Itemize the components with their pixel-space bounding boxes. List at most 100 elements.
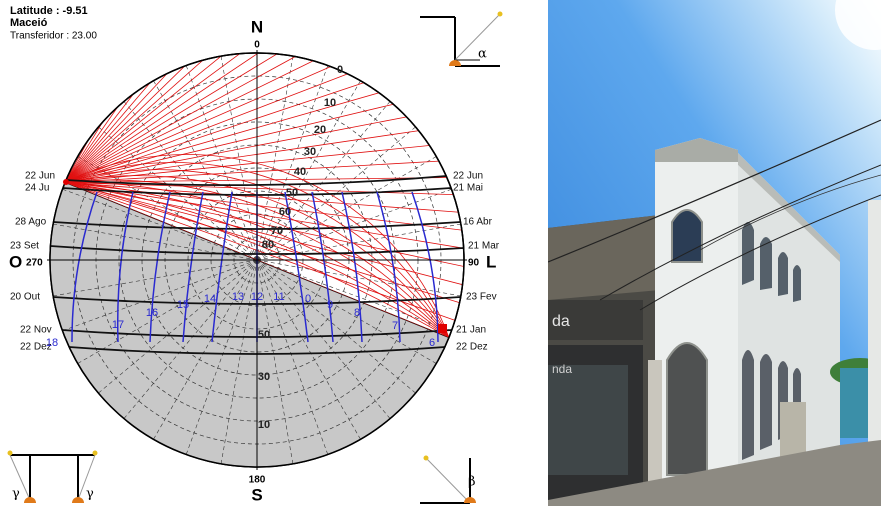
hour-label: 17: [112, 319, 124, 331]
altitude-label: 10: [324, 97, 336, 109]
gamma-symbol: γ: [86, 487, 94, 502]
protractor-ray: [65, 82, 143, 183]
gamma-arc: [24, 497, 36, 503]
protractor-ray: [65, 53, 265, 183]
altitude-label: 0: [337, 64, 343, 76]
protractor-ray: [65, 182, 460, 323]
hour-line: [182, 191, 204, 343]
alpha-arc: [449, 60, 461, 66]
gamma-icon: [9, 454, 96, 503]
date-label: 22 Nov: [20, 325, 52, 336]
protractor-ray: [65, 160, 444, 183]
sun-dot: [497, 11, 503, 17]
altitude-label: 30: [258, 371, 270, 383]
beta-icon: [420, 457, 471, 504]
protractor-arc: [65, 154, 450, 338]
protractor-ray: [65, 53, 228, 183]
sun-dot: [7, 450, 13, 456]
hour-label: 11: [273, 291, 284, 303]
building-photo: da nda: [548, 0, 881, 506]
city: Maceió: [10, 17, 48, 29]
beta-symbol: β: [468, 475, 476, 490]
date-label: 16 Abr: [463, 217, 493, 228]
date-label: 21 Mar: [468, 241, 500, 252]
protractor-ray: [65, 73, 159, 183]
altitude-label: 50: [286, 187, 298, 199]
south-azimuth: 180: [249, 475, 266, 486]
hour-label: 12: [251, 291, 263, 303]
sun-dot: [423, 455, 429, 461]
alpha-icon: [420, 13, 501, 67]
protractor-ray: [65, 57, 319, 183]
protractor-ray: [65, 80, 370, 183]
hour-label: 7: [392, 320, 398, 332]
latitude: Latitude : -9.51: [10, 5, 88, 17]
hour-label: 0: [305, 293, 311, 305]
west-label: O: [9, 252, 22, 271]
protractor-arc: [65, 179, 450, 338]
hour-label: 6: [429, 337, 435, 349]
hour-line: [376, 191, 401, 343]
date-label: 22 Dez: [456, 342, 488, 353]
altitude-label: 60: [279, 206, 291, 218]
date-label: 22 Dez: [20, 342, 52, 353]
sun-dot: [92, 450, 98, 456]
hour-label: 14: [204, 293, 216, 305]
protractor-marker: [438, 324, 447, 333]
protractor-ray: [65, 63, 337, 183]
alpha-symbol: α: [478, 47, 487, 62]
sun-path-diagram: [47, 50, 467, 470]
hour-line: [311, 191, 334, 343]
protractor-arc: [65, 182, 450, 338]
protractor-ray: [65, 144, 435, 183]
protractor-arc: [65, 182, 450, 338]
protractor-arc: [65, 175, 450, 338]
hour-label: 13: [232, 291, 244, 303]
hour-line: [211, 191, 233, 343]
gamma-arc: [72, 497, 84, 503]
altitude-label: 20: [314, 124, 326, 136]
protractor-value: Transferidor : 23.00: [10, 31, 97, 42]
date-label: 23 Fev: [466, 292, 497, 303]
east-azimuth: 90: [468, 258, 480, 269]
hour-label: 15: [177, 299, 189, 311]
protractor-ray: [65, 53, 247, 183]
hour-label: 9: [327, 299, 333, 311]
altitude-label: 30: [304, 146, 316, 158]
hour-line: [284, 191, 309, 343]
hour-label: 8: [354, 307, 360, 319]
protractor-ray: [65, 53, 302, 183]
sign-text: da: [552, 313, 570, 330]
hour-line: [411, 191, 439, 343]
beta-arc: [464, 497, 476, 503]
date-label: 24 Ju: [25, 183, 49, 194]
altitude-label: 80: [262, 239, 274, 251]
protractor-ray: [65, 177, 452, 183]
date-label: 22 Jun: [25, 171, 55, 182]
hour-label: 18: [46, 337, 58, 349]
hour-label: 16: [146, 307, 158, 319]
altitude-label: 50: [258, 329, 270, 341]
date-label: 21 Mai: [453, 183, 483, 194]
gamma-symbol: γ: [12, 487, 20, 502]
north-label: N: [251, 17, 263, 36]
hour-line: [149, 191, 171, 343]
protractor-ray: [65, 58, 193, 183]
date-label: 20 Out: [10, 292, 40, 303]
sign-text: nda: [552, 362, 572, 376]
north-azimuth: 0: [254, 40, 260, 51]
date-label: 28 Ago: [15, 217, 47, 228]
south-label: S: [251, 485, 262, 504]
protractor-ray: [65, 102, 399, 183]
altitude-label: 10: [258, 419, 270, 431]
date-label: 21 Jan: [456, 325, 486, 336]
protractor-ray: [65, 182, 458, 196]
date-label: 23 Set: [10, 241, 39, 252]
altitude-label: 40: [294, 166, 306, 178]
east-label: L: [486, 252, 496, 271]
protractor-ray: [65, 65, 175, 183]
west-azimuth: 270: [26, 258, 43, 269]
protractor-ray: [65, 182, 464, 305]
hour-line: [341, 191, 363, 343]
